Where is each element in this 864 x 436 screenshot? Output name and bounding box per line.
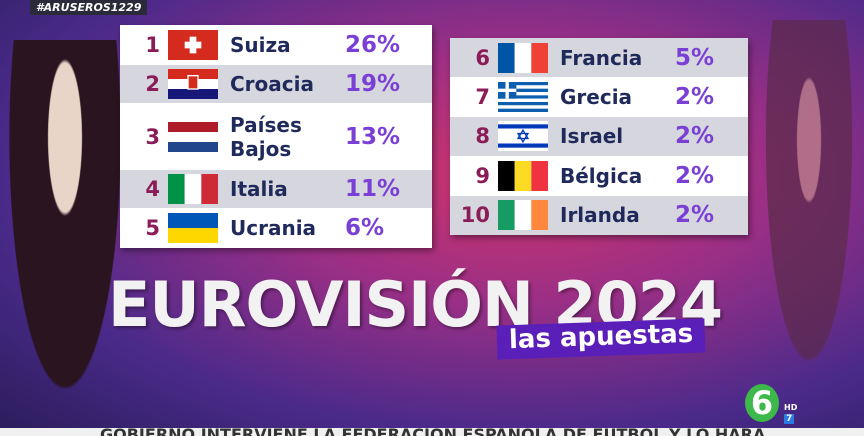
ranking-row: 3 Países Bajos 13% <box>120 103 432 170</box>
rank: 3 <box>145 124 160 149</box>
share: 26% <box>345 32 401 58</box>
ranking-row: 10 Irlanda 2% <box>450 195 748 235</box>
news-ticker: GOBIERNO INTERVIENE LA FEDERACIÓN ESPAÑO… <box>0 428 864 436</box>
flag <box>498 160 548 191</box>
channel-number: 7 <box>784 414 795 424</box>
country: Países Bajos <box>230 112 302 161</box>
flag <box>498 121 548 152</box>
share: 5% <box>675 44 715 71</box>
share: 2% <box>675 162 715 189</box>
country: Francia <box>560 45 643 70</box>
ranking-row: 4 Italia 11% <box>120 170 432 208</box>
flag <box>498 200 548 231</box>
country: Italia <box>230 177 288 201</box>
country: Bélgica <box>560 163 643 188</box>
rank: 5 <box>145 216 160 240</box>
flag <box>498 82 548 113</box>
channel-logo: 6 <box>745 384 779 422</box>
ranking-panel: 6 Francia 5% 7 Grecia 2% 8 Israel 2% 9 Bélgica 2% 10… <box>450 38 748 235</box>
flag <box>498 42 548 73</box>
ranking-row: 2 Croacia 19% <box>120 65 432 103</box>
ranking-row: 6 Francia 5% <box>450 38 748 78</box>
hashtag: #ARUSEROS1229 <box>30 0 148 15</box>
share: 2% <box>675 202 715 229</box>
country: Ucrania <box>230 216 317 240</box>
share: 11% <box>345 176 401 202</box>
rank: 6 <box>475 45 490 70</box>
rank: 10 <box>460 203 490 228</box>
flag <box>168 174 218 204</box>
flag <box>168 213 218 243</box>
rank: 7 <box>475 85 490 110</box>
hd-badge: HD <box>784 403 798 412</box>
ticker-text: GOBIERNO INTERVIENE LA FEDERACIÓN ESPAÑO… <box>100 428 765 436</box>
performer-image <box>754 20 864 420</box>
rank: 1 <box>145 33 160 57</box>
ranking-row: 5 Ucrania 6% <box>120 208 432 248</box>
share: 13% <box>345 123 401 150</box>
country: Croacia <box>230 72 314 96</box>
country: Suiza <box>230 33 291 57</box>
share: 2% <box>675 84 715 111</box>
flag <box>168 69 218 99</box>
ranking-row: 7 Grecia 2% <box>450 77 748 116</box>
country: Grecia <box>560 85 633 110</box>
share: 2% <box>675 123 715 150</box>
country: Irlanda <box>560 203 640 228</box>
ranking-row: 1 Suiza 26% <box>120 25 432 65</box>
rank: 8 <box>475 124 490 149</box>
ranking-panel: 1 Suiza 26% 2 Croacia 19% 3 Países Bajos 13% 4 Ita… <box>120 25 432 248</box>
rank: 9 <box>475 163 490 188</box>
rank: 4 <box>145 177 160 201</box>
share: 19% <box>345 71 401 97</box>
ranking-row: 8 Israel 2% <box>450 116 748 157</box>
rank: 2 <box>145 72 160 96</box>
flag <box>168 30 218 60</box>
singer-image <box>0 40 130 430</box>
country: Israel <box>560 124 624 149</box>
flag <box>168 121 218 152</box>
share: 6% <box>345 215 385 241</box>
subtitle: las apuestas <box>496 318 706 360</box>
ranking-row: 9 Bélgica 2% <box>450 156 748 195</box>
